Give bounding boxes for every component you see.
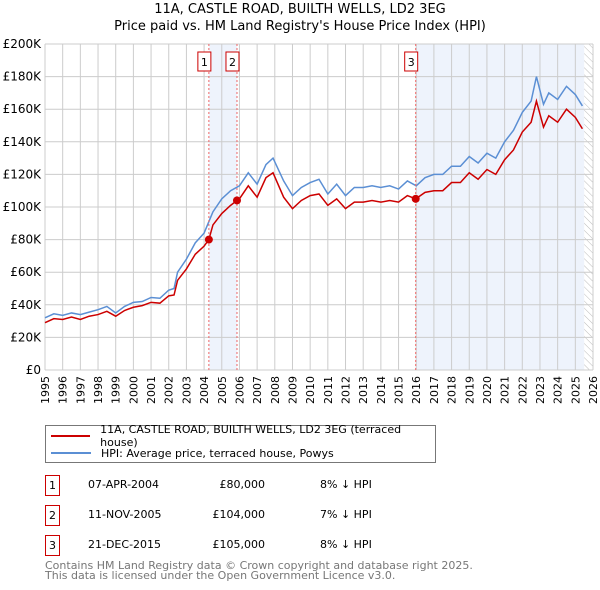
- x-tick-label: 2005: [216, 376, 229, 404]
- x-tick-label: 1995: [39, 376, 52, 404]
- x-tick-label: 1999: [110, 376, 123, 404]
- sale-hpi-diff: 8% ↓ HPI: [320, 478, 372, 491]
- sale-point: [204, 235, 213, 244]
- y-tick-label: £80K: [10, 233, 42, 247]
- sale-point: [411, 194, 420, 203]
- sale-marker-box: [404, 51, 419, 72]
- x-tick-label: 2026: [587, 376, 600, 404]
- x-tick-label: 2014: [375, 376, 388, 404]
- x-tick-label: 2016: [410, 376, 423, 404]
- x-tick-label: 2012: [340, 376, 353, 404]
- sale-price: £105,000: [212, 538, 266, 551]
- sale-row: 3 21-DEC-2015 £105,000 8% ↓ HPI: [45, 535, 445, 556]
- y-tick-label: £20K: [10, 330, 42, 344]
- legend-label-property: 11A, CASTLE ROAD, BUILTH WELLS, LD2 3EG …: [100, 423, 402, 449]
- y-tick-label: £200K: [3, 37, 43, 51]
- x-tick-label: 2008: [269, 376, 282, 404]
- legend: 11A, CASTLE ROAD, BUILTH WELLS, LD2 3EG …: [45, 423, 436, 463]
- y-tick-label: £0: [26, 363, 41, 377]
- y-tick-label: £60K: [10, 265, 42, 279]
- x-tick-label: 2023: [534, 376, 547, 404]
- chart-title: 11A, CASTLE ROAD, BUILTH WELLS, LD2 3EG: [154, 2, 446, 17]
- x-tick-label: 2011: [322, 376, 335, 404]
- x-tick-label: 2015: [393, 376, 406, 404]
- sale-marker-label: 3: [408, 56, 415, 69]
- legend-blue-line: [51, 452, 91, 454]
- series-line-hpi: [44, 76, 584, 319]
- x-tick-label: 1997: [74, 376, 87, 404]
- y-tick-label: £40K: [10, 298, 42, 312]
- sale-price: £80,000: [219, 478, 266, 491]
- x-tick-label: 2025: [569, 376, 582, 404]
- x-tick-label: 2003: [180, 376, 193, 404]
- x-tick-label: 2007: [251, 376, 264, 404]
- x-tick-label: 2010: [304, 376, 317, 404]
- y-tick-label: £180K: [3, 70, 43, 84]
- x-tick-label: 2000: [127, 376, 140, 404]
- x-tick-label: 2004: [198, 376, 211, 404]
- x-tick-label: 2006: [233, 376, 246, 404]
- sale-marker-label: 2: [229, 56, 236, 69]
- sale-marker-box: [225, 51, 240, 72]
- footer-line-1: Contains HM Land Registry data © Crown c…: [45, 559, 473, 572]
- plot-area: 1995 1996 1997 1998 1999 2000 2001 2002 2003 2004…: [3, 37, 600, 404]
- sale-marker-label: 1: [201, 56, 208, 69]
- footer-line-2: This data is licensed under the Open Gov…: [45, 569, 396, 582]
- sale-point: [232, 196, 241, 205]
- sale-marker-box: [197, 51, 212, 72]
- x-tick-label: 2020: [481, 376, 494, 404]
- x-tick-label: 2018: [446, 376, 459, 404]
- sale-row: 2 11-NOV-2005 £104,000 7% ↓ HPI: [45, 505, 445, 526]
- y-tick-label: £100K: [3, 200, 43, 214]
- sale-price: £104,000: [212, 508, 266, 521]
- series-line-property: [44, 98, 584, 324]
- sale-row: 1 07-APR-2004 £80,000 8% ↓ HPI: [45, 475, 445, 496]
- legend-label-hpi: HPI: Average price, terraced house, Powy…: [101, 446, 334, 460]
- sale-number: 2: [45, 505, 60, 526]
- x-tick-label: 2002: [163, 376, 176, 404]
- x-tick-label: 2001: [145, 376, 158, 404]
- x-tick-label: 2009: [286, 376, 299, 404]
- y-tick-label: £160K: [3, 102, 43, 116]
- x-tick-label: 2017: [428, 376, 441, 404]
- y-tick-label: £140K: [3, 135, 43, 149]
- sale-date: 21-DEC-2015: [88, 538, 162, 551]
- x-tick-label: 1996: [57, 376, 70, 404]
- x-tick-label: 2022: [516, 376, 529, 404]
- sale-date: 11-NOV-2005: [88, 508, 162, 521]
- sale-number: 1: [45, 475, 60, 496]
- x-tick-label: 2024: [552, 376, 565, 404]
- chart-subtitle: Price paid vs. HM Land Registry's House …: [114, 19, 486, 34]
- x-tick-label: 2021: [499, 376, 512, 404]
- y-tick-label: £120K: [3, 167, 43, 181]
- legend-red-line: [51, 435, 91, 437]
- sale-hpi-diff: 8% ↓ HPI: [320, 538, 372, 551]
- x-tick-label: 2013: [357, 376, 370, 404]
- sale-number: 3: [45, 535, 60, 556]
- x-tick-label: 2019: [463, 376, 476, 404]
- sale-hpi-diff: 7% ↓ HPI: [320, 508, 372, 521]
- sale-date: 07-APR-2004: [88, 478, 160, 491]
- x-tick-label: 1998: [92, 376, 105, 404]
